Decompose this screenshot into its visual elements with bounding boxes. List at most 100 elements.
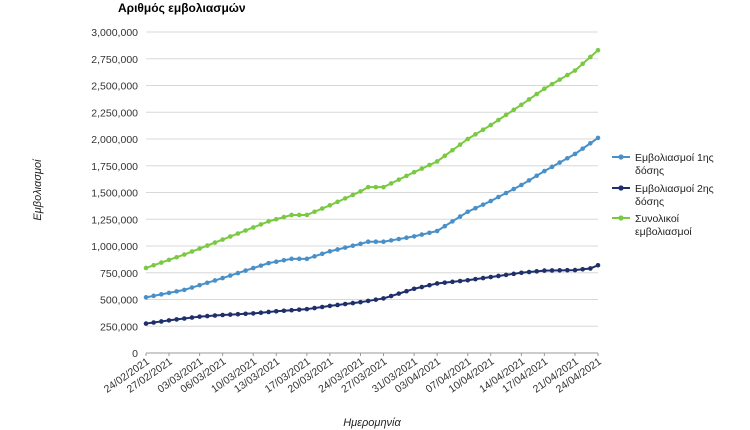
y-tick-label: 1,750,000 xyxy=(91,161,138,173)
data-point xyxy=(388,238,394,243)
data-point xyxy=(235,231,241,236)
data-point xyxy=(396,291,402,296)
data-point xyxy=(557,77,562,82)
data-point xyxy=(342,196,348,201)
legend-swatch-marker xyxy=(618,185,624,191)
data-point xyxy=(519,270,524,276)
data-point xyxy=(496,117,501,123)
data-point xyxy=(480,127,486,133)
data-point xyxy=(250,225,256,230)
data-point xyxy=(273,308,279,314)
data-point xyxy=(319,206,325,211)
y-axis-label: Εμβολιασμοί xyxy=(32,158,44,221)
data-point xyxy=(473,205,478,211)
y-tick-label: 2,000,000 xyxy=(91,134,138,146)
data-point xyxy=(496,273,501,279)
data-point xyxy=(350,243,356,249)
data-point xyxy=(335,302,340,308)
data-point xyxy=(143,295,149,300)
y-tick-label: 750,000 xyxy=(100,268,138,280)
data-point xyxy=(327,203,333,208)
data-point xyxy=(534,173,540,179)
data-point xyxy=(220,312,225,318)
data-point xyxy=(534,91,540,97)
series-1 xyxy=(143,135,601,300)
data-point xyxy=(503,112,509,118)
data-point xyxy=(312,209,317,215)
data-point xyxy=(358,241,363,247)
data-point xyxy=(327,303,333,309)
data-point xyxy=(182,316,187,321)
data-point xyxy=(411,286,417,292)
data-point xyxy=(427,162,432,168)
data-point xyxy=(427,282,432,288)
data-point xyxy=(396,177,402,182)
data-point xyxy=(166,290,172,296)
data-point xyxy=(335,199,340,205)
data-point xyxy=(258,310,264,316)
data-point xyxy=(572,151,578,157)
data-point xyxy=(572,267,578,273)
data-point xyxy=(588,54,593,60)
data-point xyxy=(312,305,317,311)
data-point xyxy=(404,235,409,241)
data-point xyxy=(450,219,455,224)
data-point xyxy=(572,68,578,73)
legend-label: εμβολιασμοί xyxy=(635,226,692,238)
data-point xyxy=(151,293,156,299)
data-point xyxy=(159,292,164,297)
data-point xyxy=(595,135,601,141)
data-point xyxy=(457,142,463,147)
data-point xyxy=(227,312,233,317)
data-point xyxy=(151,262,156,268)
data-point xyxy=(450,279,455,285)
data-point xyxy=(565,267,570,273)
data-point xyxy=(588,140,593,146)
data-point xyxy=(327,249,333,254)
data-point xyxy=(227,273,233,278)
data-point xyxy=(373,184,379,190)
data-point xyxy=(243,311,248,317)
data-point xyxy=(273,259,279,264)
legend-label: Εμβολιασμοί 2ης xyxy=(635,183,714,195)
data-point xyxy=(434,159,440,164)
data-point xyxy=(411,169,417,175)
legend-label: Εμβολιασμοί 1ης xyxy=(635,152,714,164)
series-2 xyxy=(143,262,601,326)
data-point xyxy=(204,243,210,248)
data-point xyxy=(235,270,241,276)
data-point xyxy=(143,321,149,326)
data-point xyxy=(296,212,302,218)
data-point xyxy=(266,260,271,266)
data-point xyxy=(457,278,463,284)
legend-swatch-marker xyxy=(618,215,624,221)
data-point xyxy=(312,254,317,259)
data-point xyxy=(159,319,164,324)
data-point xyxy=(266,219,271,224)
data-point xyxy=(473,132,478,137)
data-point xyxy=(319,251,325,257)
y-tick-label: 2,500,000 xyxy=(91,81,138,93)
data-point xyxy=(304,212,310,218)
data-point xyxy=(189,249,195,254)
data-point xyxy=(304,306,310,312)
data-point xyxy=(534,269,540,274)
data-point xyxy=(227,234,233,239)
data-point xyxy=(442,153,448,159)
data-point xyxy=(250,265,256,271)
y-tick-label: 0 xyxy=(132,348,138,360)
legend-swatch-marker xyxy=(618,154,624,160)
data-point xyxy=(212,313,218,318)
data-point xyxy=(496,194,501,200)
data-point xyxy=(511,186,517,192)
data-point xyxy=(396,236,402,242)
data-point xyxy=(549,81,555,87)
data-point xyxy=(580,266,585,272)
data-point xyxy=(174,317,179,322)
series-line xyxy=(145,49,599,269)
data-point xyxy=(465,136,471,142)
data-point xyxy=(381,184,386,190)
data-point xyxy=(273,216,279,222)
data-point xyxy=(281,214,287,220)
